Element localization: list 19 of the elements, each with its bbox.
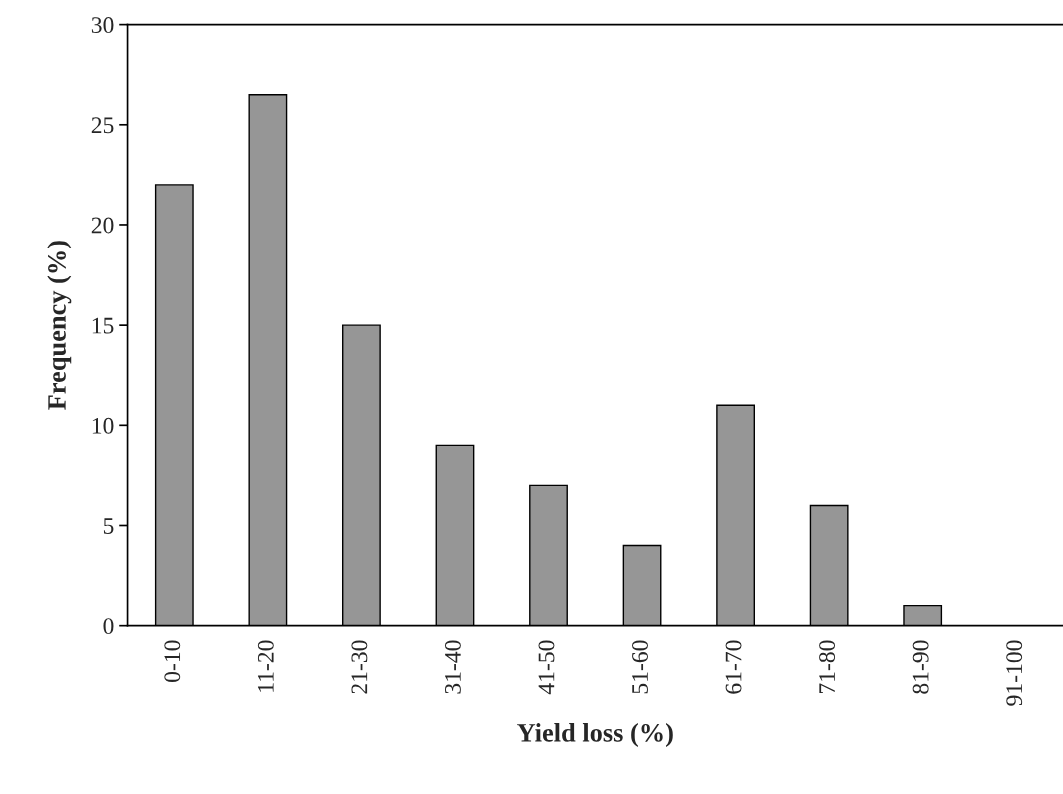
x-tick-label: 91-100 — [1006, 640, 1023, 706]
x-axis-title: Yield loss (%) — [517, 723, 673, 748]
y-tick-label: 5 — [103, 518, 114, 534]
x-tick-label: 61-70 — [725, 640, 742, 694]
x-tick-label: 0-10 — [164, 640, 181, 682]
x-tick-label: 71-80 — [819, 640, 836, 694]
y-tick-label: 20 — [91, 217, 114, 234]
x-tick-label: 31-40 — [444, 640, 461, 694]
y-tick-label: 30 — [91, 17, 114, 34]
y-axis-title: Frequency (%) — [47, 241, 72, 410]
x-tick-label: 21-30 — [351, 640, 368, 694]
x-tick-label: 81-90 — [912, 640, 929, 694]
x-tick-label: 11-20 — [257, 640, 274, 692]
y-tick-label: 25 — [91, 117, 114, 134]
y-tick-label: 15 — [92, 317, 114, 334]
x-tick-label: 41-50 — [538, 640, 555, 695]
y-tick-label: 10 — [92, 417, 114, 434]
y-tick-label: 0 — [103, 618, 114, 635]
x-tick-label: 51-60 — [632, 640, 648, 694]
